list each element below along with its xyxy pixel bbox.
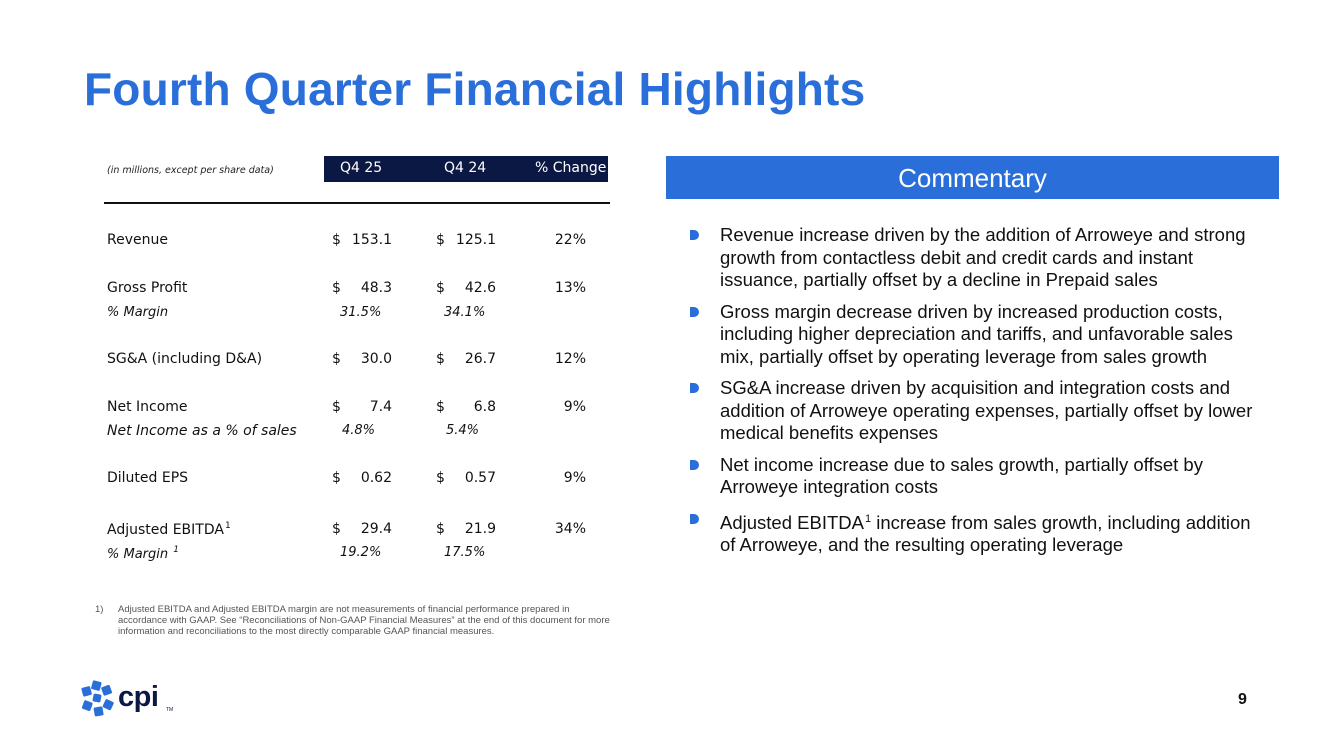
row-label: Revenue [107, 232, 168, 248]
row-label: Net Income as a % of sales [107, 423, 297, 439]
value-q4-24: 26.7 [464, 351, 496, 367]
list-item: SG&A increase driven by acquisition and … [690, 377, 1270, 445]
bullet-text: Adjusted EBITDA1 increase from sales gro… [720, 511, 1251, 556]
value-q4-24: 6.8 [473, 399, 496, 415]
units-note: (in millions, except per share data) [107, 165, 274, 176]
cpi-logo: cpi TM [80, 680, 190, 720]
value-change: 13% [554, 280, 586, 296]
bullet-text: SG&A increase driven by acquisition and … [720, 377, 1253, 443]
dollar-sign: $ [436, 521, 445, 537]
row-adjusted-ebitda: Adjusted EBITDA1 $ 29.4 $ 21.9 34% [104, 521, 610, 543]
value-q4-25: 29.4 [360, 521, 392, 537]
bullet-icon [690, 383, 699, 393]
row-ebitda-margin: % Margin 1 19.2% 17.5% [104, 545, 610, 567]
list-item: Adjusted EBITDA1 increase from sales gro… [690, 508, 1270, 557]
logo-wordmark: cpi [118, 681, 159, 713]
value-q4-24: 125.1 [455, 232, 496, 248]
row-label: SG&A (including D&A) [107, 351, 263, 367]
value-q4-24: 17.5% [444, 545, 486, 560]
row-net-income-pct: Net Income as a % of sales 4.8% 5.4% [104, 423, 610, 445]
dollar-sign: $ [436, 399, 445, 415]
bullet-icon [690, 513, 699, 524]
bullet-text: Revenue increase driven by the addition … [720, 224, 1246, 290]
value-q4-25: 31.5% [340, 305, 382, 320]
dollar-sign: $ [332, 232, 341, 248]
value-q4-25: 7.4 [369, 399, 392, 415]
row-net-income: Net Income $ 7.4 $ 6.8 9% [104, 399, 610, 421]
list-item: Revenue increase driven by the addition … [690, 224, 1270, 292]
row-revenue: Revenue $ 153.1 $ 125.1 22% [104, 232, 610, 254]
dollar-sign: $ [436, 280, 445, 296]
financial-table: (in millions, except per share data) Q4 … [104, 156, 610, 562]
footnote-marker: 1 [173, 545, 179, 555]
value-q4-24: 34.1% [444, 305, 486, 320]
header-rule [104, 202, 610, 204]
bullet-icon [690, 459, 699, 470]
bullet-text: Gross margin decrease driven by increase… [720, 300, 1233, 367]
value-q4-25: 4.8% [342, 423, 376, 438]
value-q4-25: 19.2% [340, 545, 382, 560]
value-change: 9% [563, 470, 586, 486]
row-label: Gross Profit [107, 280, 188, 296]
value-q4-25: 153.1 [351, 232, 392, 248]
dollar-sign: $ [332, 399, 341, 415]
column-header-q4-24: Q4 24 [444, 160, 487, 176]
commentary-heading: Commentary [666, 156, 1279, 199]
dollar-sign: $ [332, 351, 341, 367]
value-q4-24: 42.6 [464, 280, 496, 296]
dollar-sign: $ [436, 351, 445, 367]
row-sga: SG&A (including D&A) $ 30.0 $ 26.7 12% [104, 351, 610, 373]
bullet-icon [690, 306, 699, 317]
value-change: 22% [554, 232, 586, 248]
value-q4-25: 30.0 [360, 351, 392, 367]
value-q4-25: 0.62 [360, 470, 392, 486]
row-label: Adjusted EBITDA1 [107, 521, 231, 538]
bullet-text: Net income increase due to sales growth,… [720, 453, 1203, 498]
row-label: % Margin 1 [107, 545, 179, 562]
slide-title: Fourth Quarter Financial Highlights [84, 63, 866, 115]
table-header: (in millions, except per share data) Q4 … [104, 156, 610, 182]
value-q4-24: 21.9 [464, 521, 496, 537]
row-label: Diluted EPS [107, 470, 189, 486]
footnote-number: 1) [95, 604, 104, 615]
bullet-icon [690, 230, 699, 240]
value-q4-24: 0.57 [464, 470, 496, 486]
commentary-list: Revenue increase driven by the addition … [690, 224, 1270, 566]
value-q4-25: 48.3 [360, 280, 392, 296]
row-gross-profit: Gross Profit $ 48.3 $ 42.6 13% [104, 280, 610, 302]
row-gross-margin: % Margin 31.5% 34.1% [104, 305, 610, 327]
value-q4-24: 5.4% [446, 423, 480, 438]
list-item: Gross margin decrease driven by increase… [690, 301, 1270, 369]
dollar-sign: $ [332, 470, 341, 486]
list-item: Net income increase due to sales growth,… [690, 454, 1270, 499]
logo-mark-icon [81, 680, 114, 717]
value-change: 9% [563, 399, 586, 415]
footnote-marker: 1 [224, 521, 231, 531]
logo-trademark: TM [166, 707, 174, 713]
column-header-q4-25: Q4 25 [340, 160, 383, 176]
column-header-change: % Change [535, 160, 607, 176]
row-label: Net Income [107, 399, 188, 415]
value-change: 12% [554, 351, 586, 367]
column-header-bar: Q4 25 Q4 24 % Change [324, 156, 608, 182]
row-diluted-eps: Diluted EPS $ 0.62 $ 0.57 9% [104, 470, 610, 492]
dollar-sign: $ [436, 470, 445, 486]
dollar-sign: $ [332, 521, 341, 537]
value-change: 34% [554, 521, 586, 537]
row-label: % Margin [107, 305, 169, 320]
footnote-text: Adjusted EBITDA and Adjusted EBITDA marg… [118, 604, 610, 637]
dollar-sign: $ [436, 232, 445, 248]
page-number: 9 [1238, 691, 1247, 708]
dollar-sign: $ [332, 280, 341, 296]
